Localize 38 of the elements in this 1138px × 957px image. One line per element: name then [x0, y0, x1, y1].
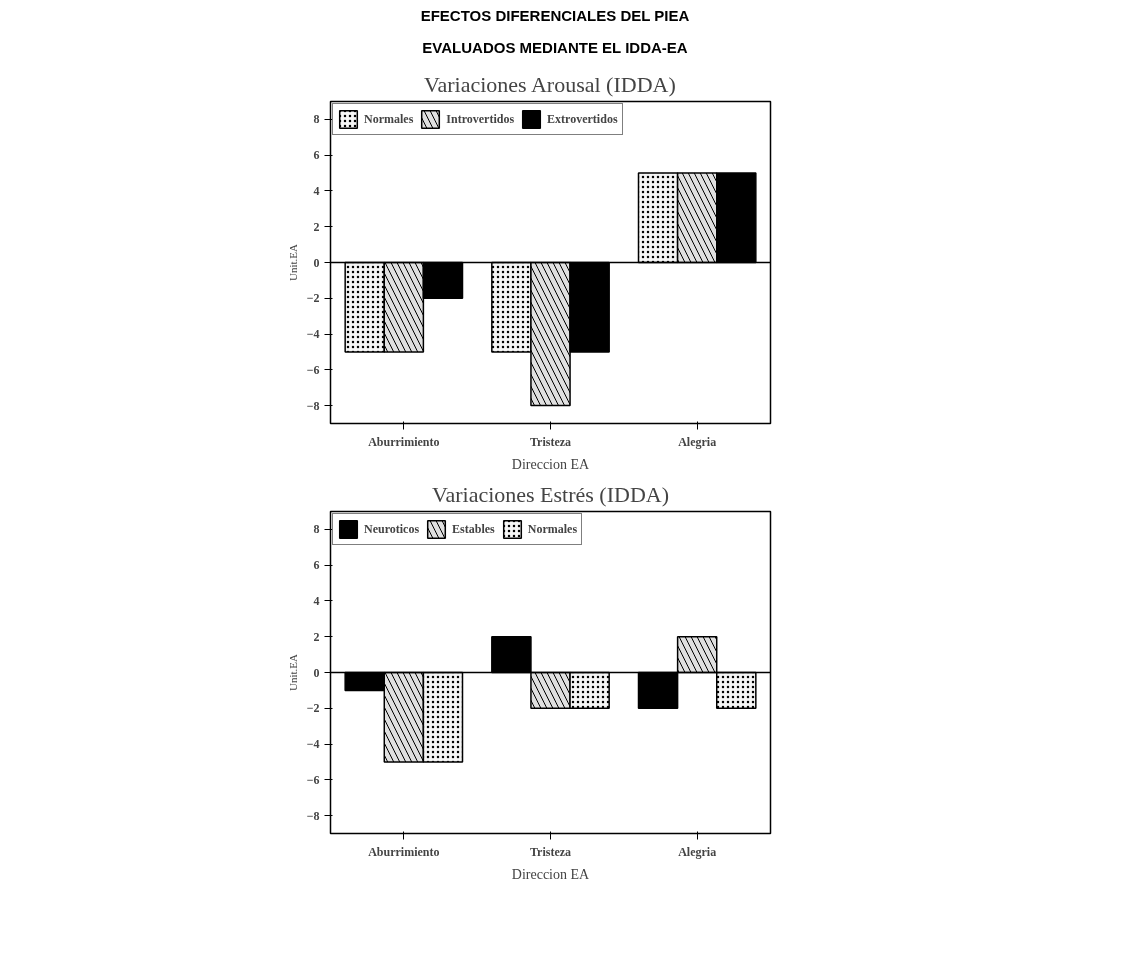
chart-title: Variaciones Arousal (IDDA) — [424, 71, 676, 97]
x-axis-title: Direccion EA — [511, 866, 591, 882]
y-tick-label: 2 — [313, 219, 320, 234]
y-tick-label: −8 — [306, 808, 320, 823]
y-tick-label: 4 — [313, 593, 320, 608]
x-tick-label: Alegria — [678, 844, 717, 859]
legend-label: Extrovertidos — [547, 111, 618, 127]
y-axis-title: Unit.EA — [286, 653, 299, 691]
y-tick-label: 4 — [313, 183, 320, 198]
y-tick-label: −2 — [306, 291, 320, 306]
legend-label: Normales — [527, 521, 578, 537]
legend-label: Estables — [452, 521, 495, 537]
x-tick-label: Tristeza — [529, 434, 572, 449]
y-tick-label: −4 — [306, 327, 320, 342]
x-axis-title: Direccion EA — [511, 456, 591, 472]
y-tick-label: −4 — [306, 737, 320, 752]
legend-label: Normales — [364, 111, 414, 127]
x-tick-label: Aburrimiento — [368, 434, 440, 449]
x-tick-label: Tristeza — [529, 844, 572, 859]
y-tick-label: 8 — [313, 112, 320, 127]
y-tick-label: −2 — [306, 701, 320, 716]
y-tick-label: 8 — [313, 522, 320, 537]
legend-label: Neuroticos — [364, 521, 420, 537]
y-axis-title: Unit.EA — [286, 243, 299, 281]
y-tick-label: 0 — [313, 255, 320, 270]
text: EFECTOS DIFERENCIALES DEL PIEA — [420, 7, 690, 24]
legend-label: Introvertidos — [446, 111, 515, 127]
y-tick-label: 6 — [313, 558, 320, 573]
y-tick-label: −6 — [306, 362, 320, 377]
y-tick-label: −8 — [306, 398, 320, 413]
x-tick-label: Aburrimiento — [368, 844, 440, 859]
text: EVALUADOS MEDIANTE EL IDDA-EA — [422, 39, 688, 56]
y-tick-label: 2 — [313, 629, 320, 644]
x-tick-label: Alegria — [678, 434, 717, 449]
chart-title: Variaciones Estrés (IDDA) — [431, 481, 670, 507]
y-tick-label: −6 — [306, 772, 320, 787]
y-tick-label: 6 — [313, 148, 320, 163]
y-tick-label: 0 — [313, 665, 320, 680]
